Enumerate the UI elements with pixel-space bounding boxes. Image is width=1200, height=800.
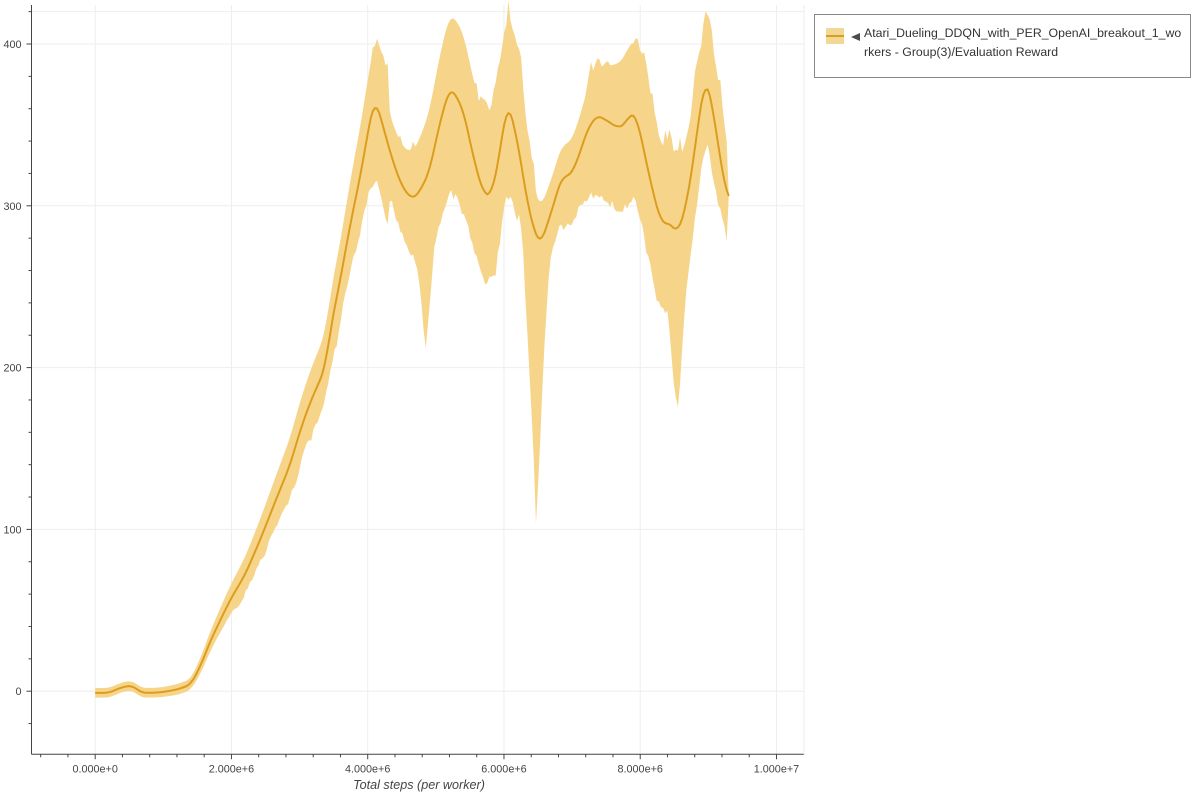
svg-text:0.000e+0: 0.000e+0 [73, 763, 118, 775]
svg-text:2.000e+6: 2.000e+6 [209, 763, 254, 775]
svg-text:Total steps (per worker): Total steps (per worker) [353, 778, 485, 792]
svg-text:8.000e+6: 8.000e+6 [618, 763, 663, 775]
svg-text:300: 300 [3, 201, 21, 213]
svg-text:6.000e+6: 6.000e+6 [481, 763, 526, 775]
svg-text:400: 400 [3, 39, 21, 51]
svg-text:100: 100 [3, 524, 21, 536]
svg-text:4.000e+6: 4.000e+6 [345, 763, 390, 775]
svg-text:0: 0 [15, 686, 21, 698]
svg-text:200: 200 [3, 363, 21, 375]
svg-text:1.000e+7: 1.000e+7 [754, 763, 799, 775]
